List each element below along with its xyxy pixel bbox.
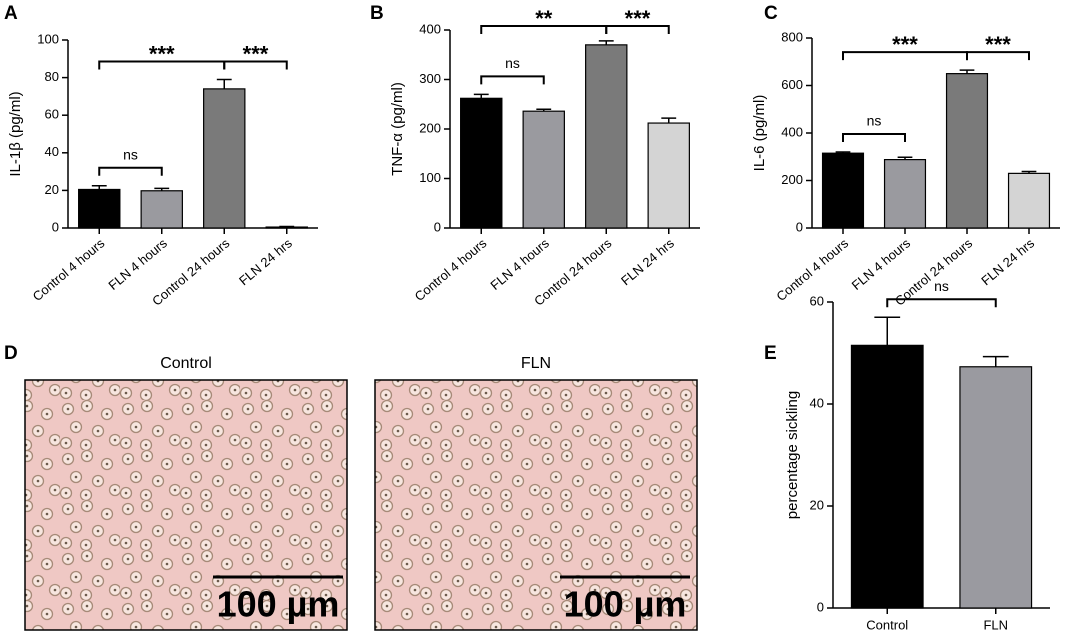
bar [460, 97, 503, 229]
y-tick-label: 100 [419, 170, 441, 185]
bar [1007, 172, 1051, 229]
bar [203, 88, 246, 229]
y-tick-label: 80 [45, 69, 59, 84]
y-tick-label: 20 [810, 497, 824, 512]
error-bar [1021, 170, 1037, 174]
y-tick-label: 200 [419, 120, 441, 135]
panel-label: B [370, 3, 384, 24]
y-tick-label: 400 [419, 21, 441, 36]
y-tick-label: 400 [781, 124, 803, 139]
significance-label: *** [892, 32, 918, 57]
x-tick-label: Control 4 hours [412, 235, 490, 304]
error-bar [216, 78, 232, 89]
error-bar [154, 187, 170, 191]
y-axis-label: IL-6 (pg/ml) [751, 95, 768, 172]
significance-bracket [98, 166, 163, 176]
significance-bracket [842, 133, 906, 142]
x-tick-label: Control [866, 617, 908, 632]
y-tick-label: 60 [810, 293, 824, 308]
y-tick-label: 200 [781, 172, 803, 187]
y-axis-label: percentage sickling [784, 391, 801, 519]
significance-label: ns [123, 146, 138, 162]
y-axis-label: TNF-α (pg/ml) [389, 82, 406, 176]
x-tick-label: FLN 4 hours [105, 235, 170, 293]
bar [850, 344, 924, 609]
y-axis-label: IL-1β (pg/ml) [7, 91, 24, 176]
y-tick-label: 800 [781, 29, 803, 44]
significance-label: ns [934, 278, 949, 294]
micrograph-title: FLN [521, 355, 551, 372]
panel-label: A [4, 3, 18, 24]
y-tick-label: 40 [45, 144, 59, 159]
error-bar [598, 40, 614, 45]
y-tick-label: 600 [781, 77, 803, 92]
bar [883, 159, 927, 229]
error-bar [835, 151, 851, 154]
significance-bracket [605, 25, 670, 34]
x-tick-label: FLN 24 hrs [978, 235, 1037, 288]
error-bar [536, 108, 552, 112]
x-tick-label: FLN [983, 617, 1008, 632]
scale-label: 100 µm [217, 584, 340, 625]
significance-bracket [966, 51, 1030, 61]
x-tick-label: FLN 24 hrs [236, 235, 295, 288]
y-tick-label: 40 [810, 395, 824, 410]
significance-bracket [886, 298, 997, 308]
significance-label: ns [867, 113, 882, 129]
error-bar [874, 316, 901, 346]
error-bar [91, 184, 107, 190]
micrograph-title: Control [160, 355, 212, 372]
bar [522, 110, 565, 229]
significance-bracket [480, 75, 545, 85]
x-tick-label: FLN 4 hours [487, 235, 552, 293]
y-tick-label: 0 [52, 219, 59, 234]
significance-label: *** [149, 41, 175, 66]
bar [821, 152, 865, 229]
significance-label: ** [535, 6, 553, 31]
bar [585, 44, 628, 229]
bar [959, 366, 1033, 609]
y-tick-label: 0 [817, 599, 824, 614]
x-tick-label: FLN 4 hours [849, 235, 914, 293]
y-tick-label: 0 [434, 219, 441, 234]
bar [945, 73, 989, 229]
panel-label: C [764, 3, 778, 24]
error-bar [982, 355, 1009, 367]
y-tick-label: 20 [45, 182, 59, 197]
y-tick-label: 300 [419, 71, 441, 86]
significance-label: *** [625, 6, 651, 31]
y-tick-label: 60 [45, 107, 59, 122]
bar [140, 190, 183, 229]
scale-label: 100 µm [564, 584, 687, 625]
error-bar [473, 93, 489, 99]
y-tick-label: 0 [796, 219, 803, 234]
error-bar [897, 156, 913, 160]
error-bar [959, 69, 975, 74]
significance-label: ns [505, 55, 520, 71]
x-tick-label: FLN 24 hrs [618, 235, 677, 288]
significance-label: *** [985, 32, 1011, 57]
y-tick-label: 100 [37, 31, 59, 46]
panel-label: D [4, 343, 18, 364]
error-bar [279, 225, 295, 228]
bar [78, 188, 121, 229]
bar [647, 122, 690, 229]
error-bar [661, 117, 677, 124]
micrograph [374, 379, 698, 631]
panel-label: E [764, 343, 777, 364]
x-tick-label: Control 4 hours [30, 235, 108, 304]
significance-bracket [223, 60, 288, 70]
significance-label: *** [243, 41, 269, 66]
micrograph [24, 379, 348, 631]
